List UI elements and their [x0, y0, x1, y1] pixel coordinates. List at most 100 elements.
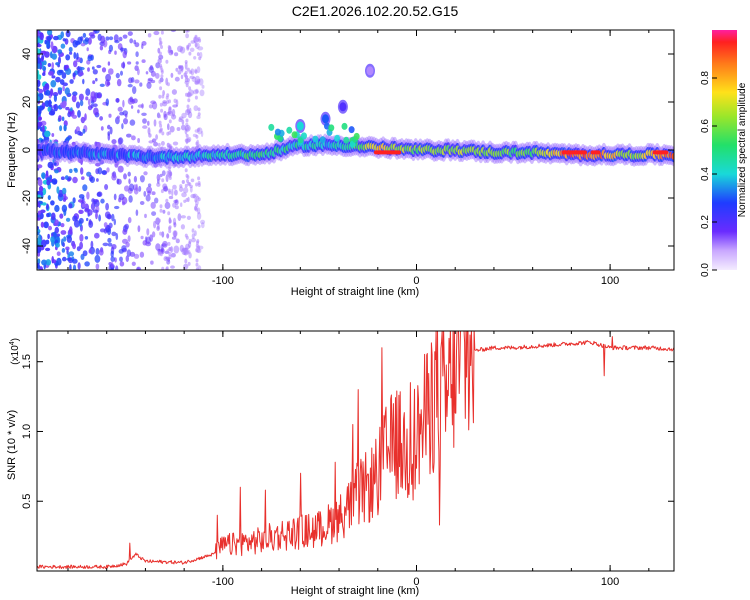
noise-dot — [91, 66, 95, 70]
noise-dot — [48, 110, 55, 116]
noise-dot — [173, 98, 177, 104]
noise-dot — [196, 240, 199, 245]
spectrogram-y-ticks: 40 20 0 -20 -40 — [21, 48, 674, 254]
noise-dot — [51, 178, 58, 185]
noise-dot — [150, 260, 154, 265]
noise-dot — [143, 190, 147, 197]
noise-dot — [37, 48, 41, 55]
noise-dot — [191, 233, 195, 239]
noise-dot — [190, 193, 196, 199]
noise-dot — [91, 198, 95, 204]
noise-dot — [71, 258, 78, 264]
noise-dot — [77, 262, 81, 270]
noise-dot — [122, 50, 127, 59]
noise-dot — [151, 138, 157, 143]
noise-dot — [166, 93, 170, 98]
x-tick-label: -100 — [212, 275, 234, 287]
noise-dot — [197, 127, 201, 132]
noise-dot — [148, 133, 152, 138]
noise-dot — [74, 168, 78, 173]
spectrogram-x-ticks: -100 0 100 — [67, 30, 650, 287]
noise-dot — [51, 256, 54, 264]
noise-dot — [90, 240, 94, 249]
noise-dot — [50, 88, 54, 97]
noise-dot — [124, 185, 130, 192]
colorbar-tick-label: 0.6 — [700, 119, 711, 133]
noise-dot — [65, 217, 71, 222]
noise-dot — [113, 218, 117, 226]
noise-dot — [174, 199, 179, 206]
noise-dot — [175, 99, 179, 107]
noise-dot — [189, 75, 195, 80]
colorbar-tick-label: 0.2 — [700, 215, 711, 229]
outlier-core — [319, 136, 326, 144]
noise-dot — [169, 145, 172, 149]
noise-dot — [65, 246, 70, 251]
noise-dot — [200, 130, 204, 138]
noise-dot — [104, 184, 109, 190]
noise-dot — [170, 252, 176, 258]
noise-dot — [194, 198, 198, 203]
noise-dot — [125, 255, 129, 262]
noise-dot — [139, 175, 145, 183]
noise-dot — [172, 202, 176, 208]
noise-dot — [123, 118, 128, 125]
noise-dot — [197, 245, 201, 250]
noise-scatter — [37, 30, 206, 270]
noise-dot — [159, 65, 163, 70]
noise-dot — [162, 90, 166, 96]
noise-dot — [194, 230, 197, 237]
noise-dot — [84, 236, 89, 240]
noise-dot — [41, 172, 46, 179]
noise-dot — [162, 240, 168, 248]
noise-dot — [198, 78, 204, 86]
noise-dot — [167, 45, 171, 50]
noise-dot — [160, 141, 165, 146]
noise-dot — [60, 31, 64, 39]
noise-dot — [189, 107, 192, 113]
snr-x-ticks: -100 0 100 — [67, 331, 650, 588]
noise-dot — [77, 66, 80, 74]
noise-dot — [185, 30, 189, 33]
noise-dot — [169, 171, 173, 177]
noise-dot — [170, 30, 177, 33]
noise-dot — [180, 74, 184, 80]
noise-dot — [72, 197, 76, 204]
noise-dot — [160, 74, 164, 79]
noise-dot — [81, 203, 86, 208]
noise-dot — [86, 47, 89, 52]
noise-dot — [201, 222, 205, 229]
noise-dot — [196, 66, 201, 74]
noise-dot — [131, 135, 136, 141]
noise-dot — [163, 185, 169, 192]
noise-dot — [158, 51, 162, 56]
noise-dot — [145, 71, 149, 75]
noise-dot — [68, 203, 73, 209]
noise-dot — [130, 105, 134, 109]
noise-dot — [100, 198, 105, 204]
noise-dot — [48, 225, 52, 231]
noise-dot — [92, 80, 96, 85]
noise-dot — [191, 76, 197, 83]
noise-dot — [185, 92, 188, 97]
noise-dot — [172, 230, 178, 238]
noise-dot — [54, 169, 59, 174]
noise-dot — [198, 56, 202, 61]
noise-dot — [178, 65, 184, 71]
noise-dot — [186, 179, 189, 183]
noise-dot — [68, 46, 73, 53]
noise-dot — [88, 32, 95, 37]
noise-dot — [127, 171, 131, 177]
noise-dot — [181, 119, 185, 125]
noise-dot — [68, 251, 75, 257]
y-tick-label: 40 — [21, 48, 33, 60]
noise-dot — [157, 176, 161, 181]
noise-dot — [105, 202, 109, 211]
noise-dot — [56, 186, 60, 194]
noise-dot — [77, 130, 82, 136]
x-tick-label: 0 — [413, 576, 419, 588]
noise-dot — [173, 230, 177, 238]
noise-dot — [48, 71, 54, 76]
noise-dot — [54, 219, 59, 227]
noise-dot — [107, 237, 112, 243]
